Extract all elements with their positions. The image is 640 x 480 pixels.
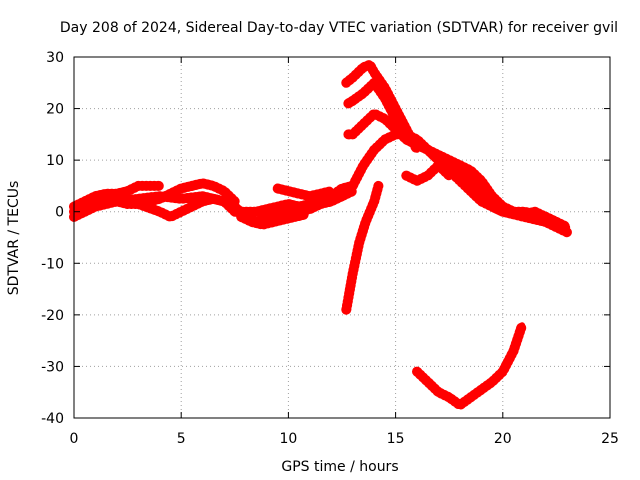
y-tick-label: -10 <box>41 256 64 272</box>
x-axis-label: GPS time / hours <box>281 459 398 475</box>
x-tick-label: 15 <box>387 431 405 447</box>
series-track-k-markers <box>401 160 455 186</box>
y-tick-label: 10 <box>46 153 64 169</box>
series-track-l-markers <box>454 160 573 233</box>
series-track-m-markers <box>341 180 384 315</box>
y-tick-label: 30 <box>46 50 64 66</box>
y-tick-label: -20 <box>41 308 64 324</box>
y-tick-label: -40 <box>41 411 64 427</box>
x-tick-label: 5 <box>177 431 186 447</box>
x-tick-label: 20 <box>494 431 512 447</box>
series-track-i-markers <box>343 77 573 238</box>
series-track-e-markers <box>236 209 311 230</box>
plot-frame <box>73 56 611 419</box>
y-tick-label: -30 <box>41 359 64 375</box>
grid-layer <box>74 57 610 418</box>
series-track-d-markers <box>90 180 358 217</box>
tick-layer: 0 5 10 15 20 25 30 20 10 0 -10 -20 -30 -40 <box>41 50 619 447</box>
series-track-n-markers <box>412 320 528 411</box>
x-tick-label: 25 <box>601 431 619 447</box>
series-track-f-markers <box>272 183 337 202</box>
series-layer <box>69 59 573 411</box>
x-tick-label: 0 <box>70 431 79 447</box>
chart-title: Day 208 of 2024, Sidereal Day-to-day VTE… <box>60 20 618 36</box>
y-tick-label: 0 <box>55 205 64 221</box>
y-axis-label: SDTVAR / TECUs <box>6 181 22 296</box>
x-tick-label: 10 <box>279 431 297 447</box>
series-track-j-markers <box>341 59 422 155</box>
y-tick-label: 20 <box>46 102 64 118</box>
